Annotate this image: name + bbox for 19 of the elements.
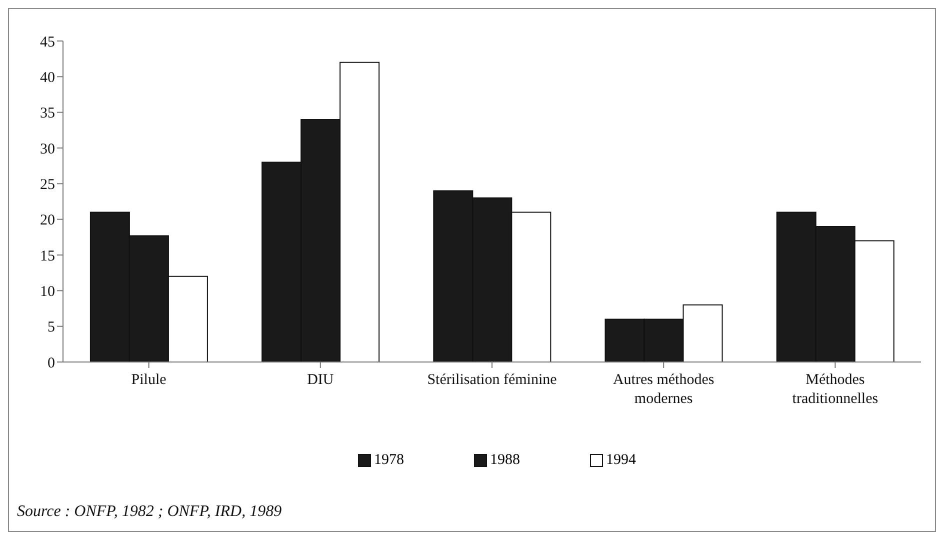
y-tick-label: 0	[48, 355, 55, 372]
y-tick-label: 45	[40, 34, 55, 50]
y-tick-label: 40	[40, 70, 55, 86]
y-tick-label: 35	[40, 106, 55, 122]
x-tick-label: Méthodes traditionnelles	[792, 372, 878, 407]
x-tick-label: Stérilisation féminine	[427, 372, 558, 388]
y-tick-label: 5	[48, 320, 55, 336]
legend-label: 1994	[605, 452, 636, 469]
legend-label: 1978	[373, 452, 404, 469]
y-tick-label: 15	[40, 248, 55, 264]
legend-label: 1988	[489, 452, 520, 469]
x-tick-label: Pilule	[131, 372, 167, 388]
y-tick-label: 30	[40, 141, 55, 158]
x-tick-label: Autres méthodes modernes	[612, 372, 714, 407]
y-tick-label: 25	[40, 176, 55, 193]
source-note: Source : ONFP, 1982 ; ONFP, IRD, 1989	[17, 503, 282, 521]
x-tick-label: DIU	[307, 372, 334, 388]
y-tick-label: 10	[40, 284, 55, 300]
y-tick-label: 20	[40, 212, 55, 229]
